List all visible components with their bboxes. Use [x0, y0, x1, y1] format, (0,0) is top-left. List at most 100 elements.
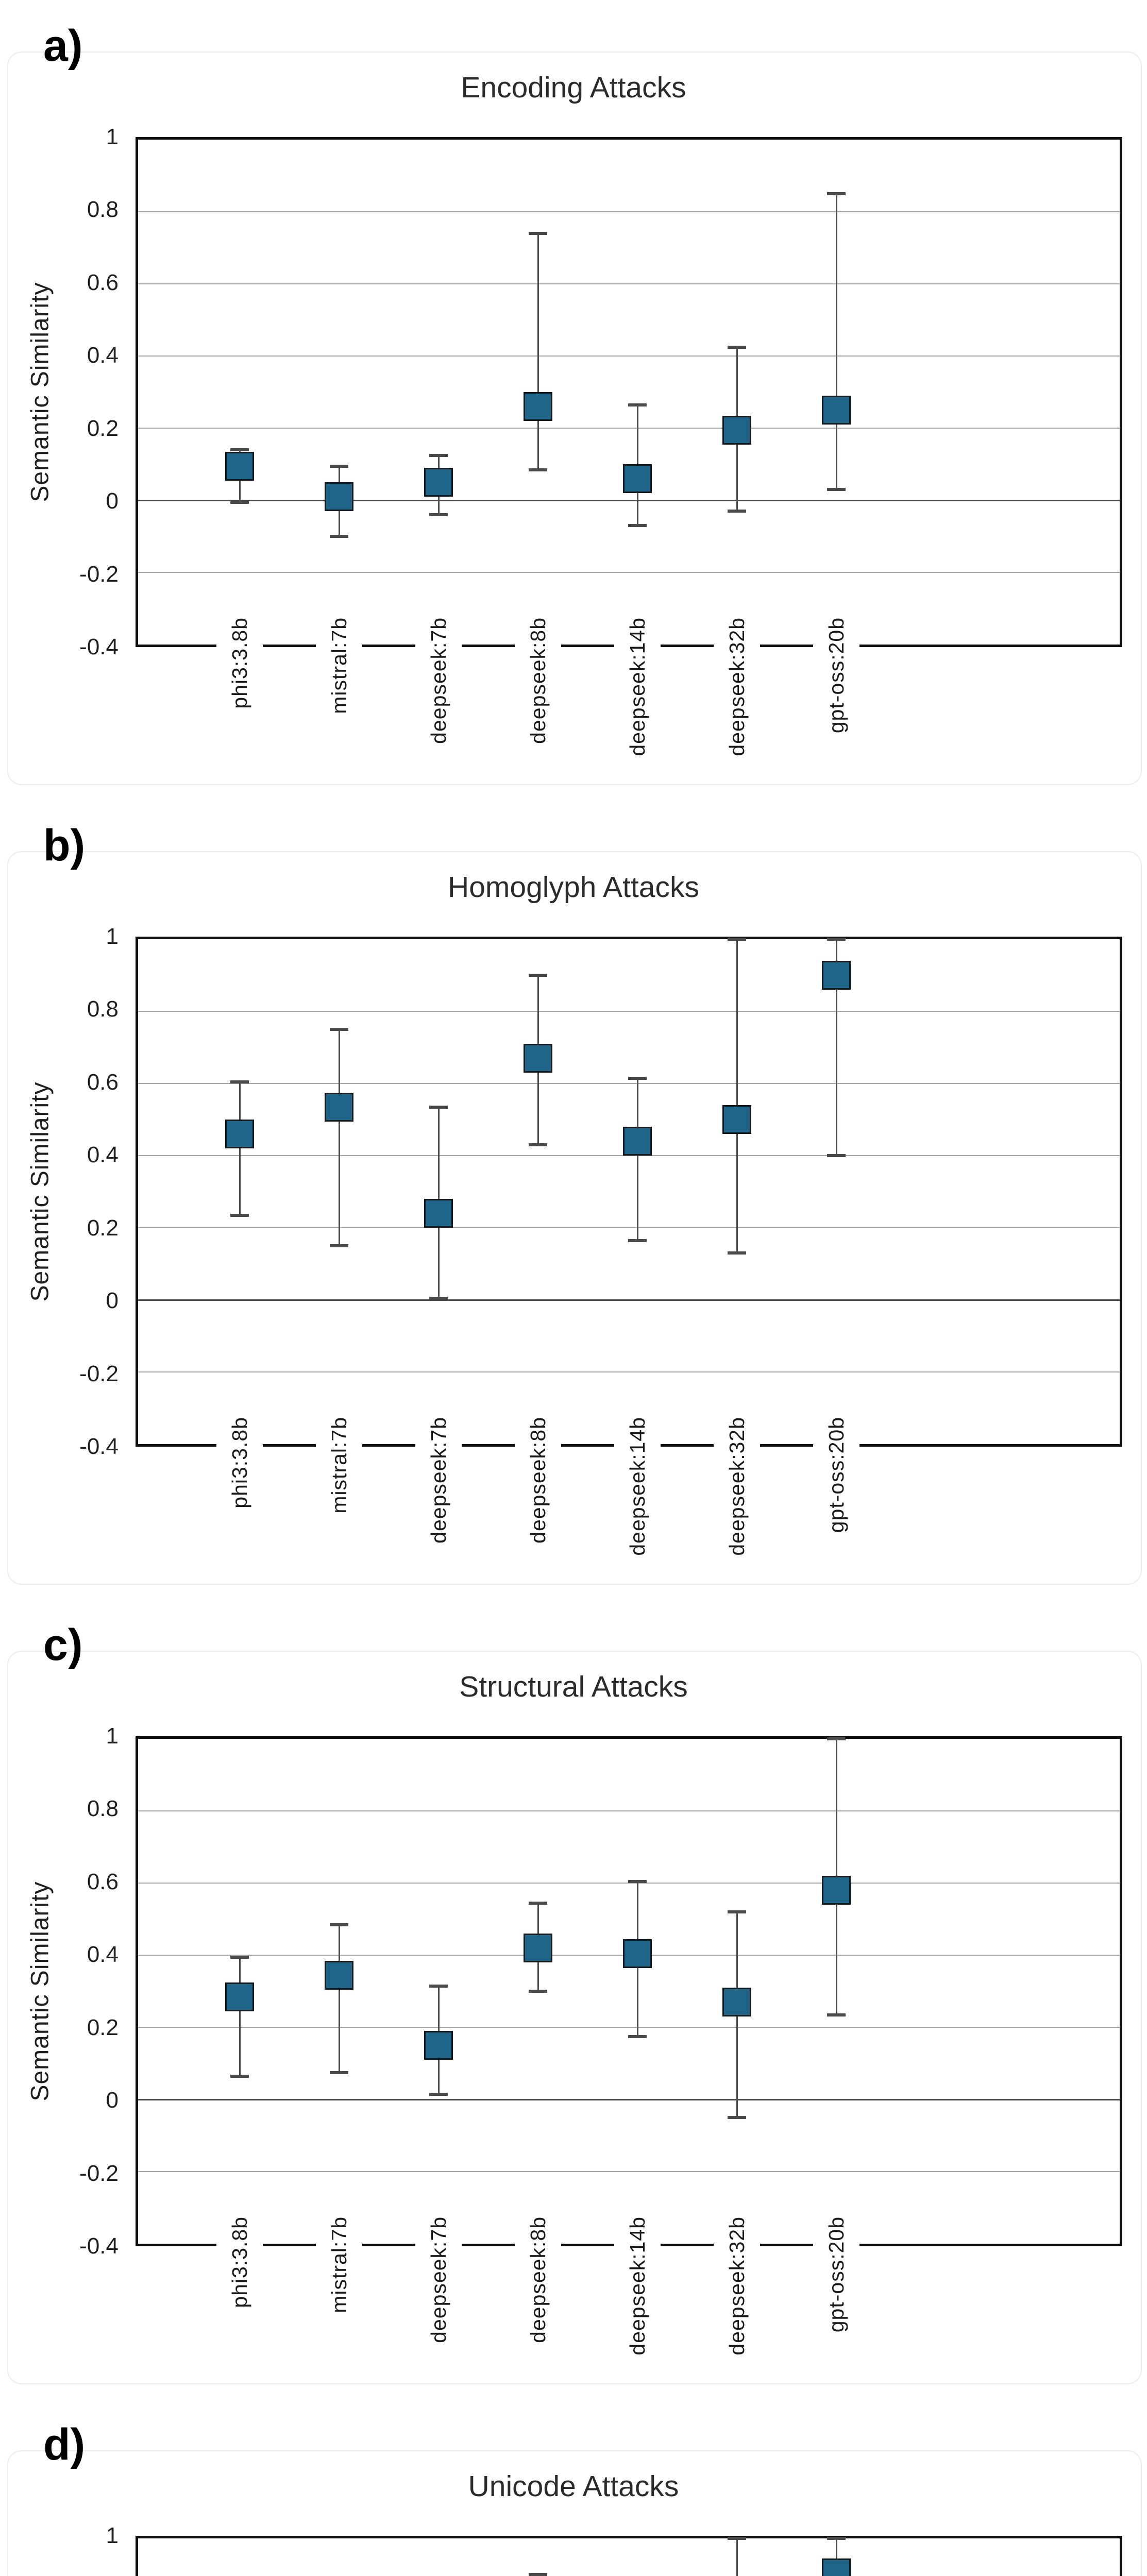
panel-letter: a)	[43, 21, 83, 71]
x-tick-label: deepseek:7b	[415, 1417, 462, 1544]
data-point-marker	[822, 1876, 851, 1905]
error-cap	[529, 2573, 547, 2576]
data-point-marker	[722, 1988, 751, 2016]
y-tick-label: 1	[106, 1723, 119, 1749]
error-bar	[239, 1957, 241, 2076]
y-tick-label: 0.6	[87, 269, 119, 295]
x-tick-label: gpt-oss:20b	[813, 2216, 859, 2333]
y-tick-label: 0.2	[87, 2014, 119, 2040]
y-tick-label: -0.2	[79, 561, 119, 587]
error-cap	[827, 192, 846, 195]
error-cap	[728, 938, 746, 941]
plot-area	[136, 137, 1122, 647]
error-bar	[537, 233, 539, 470]
y-tick-label: 1	[106, 124, 119, 149]
grid-line	[138, 1011, 1120, 1012]
grid-line	[138, 2171, 1120, 2172]
y-axis-ticks: 10.80.60.40.20-0.2-0.4	[0, 2399, 119, 2576]
error-cap	[230, 500, 249, 504]
zero-line	[138, 499, 1120, 501]
plot-area	[136, 1736, 1122, 2246]
x-tick-label: gpt-oss:20b	[813, 617, 859, 734]
panel-letter: c)	[43, 1620, 83, 1670]
error-cap	[330, 1923, 348, 1926]
error-cap	[728, 1910, 746, 1913]
y-tick-label: 0	[106, 2088, 119, 2113]
chart-title: Encoding Attacks	[461, 71, 686, 104]
error-cap	[827, 1737, 846, 1740]
x-tick-label: deepseek:14b	[614, 2216, 661, 2355]
y-tick-label: -0.2	[79, 2160, 119, 2186]
error-cap	[827, 2013, 846, 2016]
data-point-marker	[225, 1120, 254, 1148]
grid-line	[138, 572, 1120, 573]
x-tick-label: phi3:3.8b	[216, 617, 263, 709]
x-tick-label: deepseek:8b	[515, 1417, 561, 1544]
error-cap	[728, 2537, 746, 2540]
error-bar	[338, 1029, 340, 1246]
error-cap	[529, 232, 547, 235]
data-point-marker	[822, 961, 851, 990]
data-point-marker	[524, 392, 552, 421]
error-cap	[429, 453, 448, 457]
error-cap	[230, 1213, 249, 1217]
x-tick-label: phi3:3.8b	[216, 1417, 263, 1509]
y-tick-label: -0.4	[79, 2233, 119, 2259]
data-point-marker	[424, 2031, 453, 2060]
error-cap	[230, 1955, 249, 1959]
x-tick-label: mistral:7b	[316, 2216, 362, 2313]
error-cap	[429, 2092, 448, 2096]
x-tick-label: gpt-oss:20b	[813, 1417, 859, 1533]
data-point-marker	[325, 1960, 353, 1990]
x-tick-label: deepseek:32b	[714, 617, 760, 756]
error-cap	[728, 2116, 746, 2119]
error-cap	[827, 938, 846, 941]
data-point-marker	[225, 1982, 254, 2011]
x-tick-label: deepseek:8b	[515, 617, 561, 744]
zero-line	[138, 1299, 1120, 1301]
error-cap	[628, 524, 647, 527]
data-point-marker	[325, 1092, 353, 1122]
chart-panel-c: c) Structural Attacks Semantic Similarit…	[0, 1599, 1147, 2399]
x-tick-label: deepseek:7b	[415, 2216, 462, 2343]
data-point-marker	[225, 451, 254, 481]
error-cap	[628, 2035, 647, 2038]
data-point-marker	[822, 396, 851, 425]
plot-area	[136, 937, 1122, 1447]
x-tick-label: deepseek:32b	[714, 1417, 760, 1556]
chart-title: Homoglyph Attacks	[448, 871, 699, 904]
y-tick-label: 0.6	[87, 1069, 119, 1095]
error-cap	[230, 448, 249, 451]
error-bar	[636, 1078, 638, 1241]
y-tick-label: -0.2	[79, 1361, 119, 1386]
grid-line	[138, 1810, 1120, 1811]
y-tick-label: 1	[106, 924, 119, 949]
y-tick-label: 0.2	[87, 415, 119, 441]
data-point-marker	[524, 1044, 552, 1073]
grid-line	[138, 1155, 1120, 1156]
chart-panel-a: a) Encoding Attacks Semantic Similarity …	[0, 0, 1147, 800]
grid-line	[138, 283, 1120, 284]
x-tick-label: mistral:7b	[316, 617, 362, 714]
x-tick-label: mistral:7b	[316, 1417, 362, 1514]
y-tick-label: 0.4	[87, 1142, 119, 1168]
y-tick-label: -0.4	[79, 634, 119, 659]
chart-title: Structural Attacks	[459, 1670, 688, 1703]
x-tick-label: deepseek:8b	[515, 2216, 561, 2343]
grid-line	[138, 1883, 1120, 1884]
chart-panel-b: b) Homoglyph Attacks Semantic Similarity…	[0, 800, 1147, 1599]
error-bar	[736, 939, 738, 1253]
data-point-marker	[524, 1934, 552, 1962]
chart-panel-d: d) Unicode Attacks Semantic Similarity 1…	[0, 2399, 1147, 2576]
data-point-marker	[623, 1939, 652, 1968]
error-cap	[330, 1244, 348, 1247]
error-cap	[230, 1080, 249, 1083]
x-tick-label: deepseek:7b	[415, 617, 462, 744]
panel-letter: d)	[43, 2420, 86, 2469]
grid-line	[138, 355, 1120, 357]
grid-line	[138, 428, 1120, 429]
y-tick-label: 0	[106, 1288, 119, 1314]
